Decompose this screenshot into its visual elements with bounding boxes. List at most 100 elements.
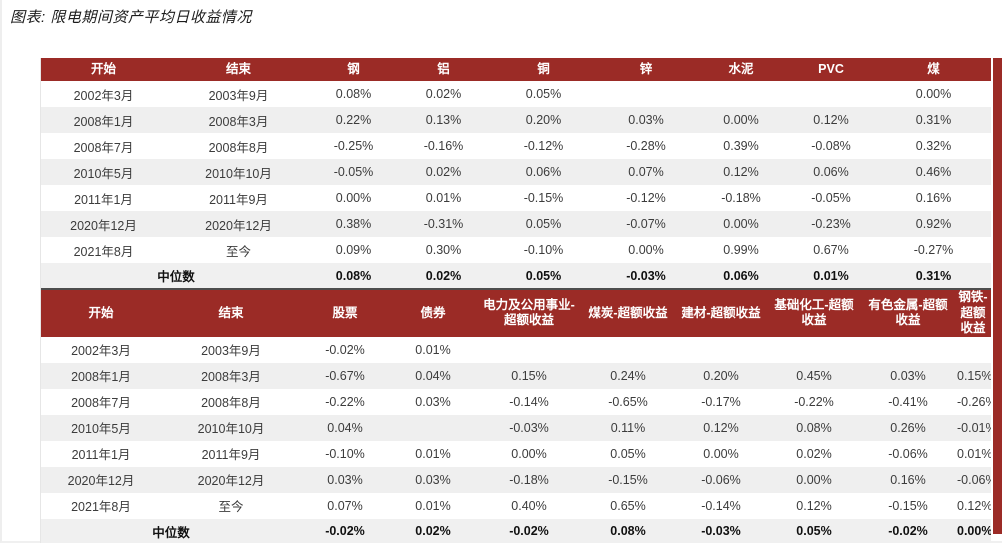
data-cell: 0.04% bbox=[327, 420, 363, 435]
data-cell: -0.02% bbox=[325, 342, 365, 357]
data-cell: 0.03% bbox=[415, 472, 451, 487]
data-cell: 2010年10月 bbox=[197, 422, 265, 437]
median-cell: -0.02% bbox=[509, 524, 549, 539]
data-cell: 2002年3月 bbox=[73, 88, 134, 103]
data-cell: 0.67% bbox=[813, 243, 849, 257]
median-cell: -0.02% bbox=[325, 524, 365, 539]
column-header: 有色金属-超额收益 bbox=[861, 290, 955, 337]
column-header: 债券 bbox=[389, 290, 477, 337]
data-cell: 2008年8月 bbox=[208, 140, 269, 155]
table-row: 2011年1月 2011年9月 0.00% 0.01% -0.15% -0.12% -0.1… bbox=[41, 185, 991, 211]
data-cell: -0.12% bbox=[626, 191, 666, 205]
column-header: 开始 bbox=[41, 58, 166, 81]
data-cell: 0.07% bbox=[327, 498, 363, 513]
data-cell: -0.65% bbox=[608, 394, 648, 409]
data-cell bbox=[596, 81, 696, 107]
data-cell: -0.05% bbox=[811, 191, 851, 205]
financial-returns-table: 开始 结束 股票 债券 电力及公用事业-超额收益 煤炭-超额收益 建材-超额收益 基础化工-超… bbox=[41, 290, 991, 543]
data-cell: 0.09% bbox=[335, 243, 372, 257]
data-cell: -0.26% bbox=[957, 394, 991, 409]
data-cell: 0.07% bbox=[628, 165, 664, 179]
data-cell: 2020年12月 bbox=[197, 474, 265, 489]
data-cell: 2011年1月 bbox=[71, 448, 131, 463]
data-cell: 0.00% bbox=[628, 243, 664, 257]
data-cell: 0.02% bbox=[425, 87, 462, 101]
median-cell: 0.02% bbox=[415, 524, 451, 539]
data-cell: 0.15% bbox=[511, 368, 547, 383]
data-cell: 2011年9月 bbox=[209, 192, 268, 207]
data-cell: 0.22% bbox=[335, 113, 372, 127]
data-cell: 0.00% bbox=[511, 446, 547, 461]
data-cell: 0.30% bbox=[425, 243, 462, 257]
data-cell: 2011年9月 bbox=[201, 448, 261, 463]
data-cell: -0.06% bbox=[701, 472, 741, 487]
column-header: 建材-超额收益 bbox=[675, 290, 767, 337]
data-cell bbox=[581, 337, 675, 363]
data-cell: -0.67% bbox=[325, 368, 365, 383]
data-cell: 2003年9月 bbox=[201, 344, 261, 359]
column-header: 开始 bbox=[41, 290, 161, 337]
table-row: 2010年5月 2010年10月 0.04% -0.03% 0.11% 0.12% 0.08… bbox=[41, 414, 991, 441]
data-cell: 0.03% bbox=[415, 394, 451, 409]
data-cell: 0.01% bbox=[957, 446, 991, 461]
table-row: 2008年1月 2008年3月 -0.67% 0.04% 0.15% 0.24% 0.20%… bbox=[41, 362, 991, 389]
data-cell: 0.05% bbox=[525, 217, 562, 231]
figure-title: 图表: 限电期间资产平均日收益情况 bbox=[10, 9, 252, 26]
median-cell: -0.02% bbox=[888, 524, 928, 539]
data-cell: 0.24% bbox=[610, 368, 646, 383]
column-header: 锌 bbox=[596, 58, 696, 81]
data-cell: 0.01% bbox=[425, 191, 462, 205]
data-cell: 0.06% bbox=[525, 165, 562, 179]
data-cell: -0.05% bbox=[333, 165, 374, 179]
data-cell: -0.15% bbox=[523, 191, 564, 205]
data-cell: 2010年10月 bbox=[205, 166, 272, 181]
data-cell: 0.02% bbox=[425, 165, 462, 179]
column-header: 铝 bbox=[396, 58, 491, 81]
median-cell: -0.03% bbox=[626, 268, 666, 283]
data-cell: 0.40% bbox=[511, 498, 547, 513]
data-cell: 2010年5月 bbox=[71, 422, 131, 437]
table-row: 2011年1月 2011年9月 -0.10% 0.01% 0.00% 0.05% 0.00%… bbox=[41, 440, 991, 467]
data-cell: -0.16% bbox=[423, 139, 464, 153]
data-cell: 0.12% bbox=[703, 420, 739, 435]
data-cell: -0.17% bbox=[701, 394, 741, 409]
data-cell: 0.39% bbox=[723, 139, 759, 153]
data-cell: 0.16% bbox=[915, 191, 952, 205]
median-cell: 0.02% bbox=[425, 268, 462, 283]
data-cell: 2003年9月 bbox=[208, 88, 269, 103]
column-header: 煤 bbox=[876, 58, 991, 81]
data-cell: -0.01% bbox=[957, 420, 991, 435]
data-cell: 0.65% bbox=[610, 498, 646, 513]
data-cell: 0.99% bbox=[723, 243, 759, 257]
data-cell: 至今 bbox=[218, 500, 244, 515]
data-cell: 2020年12月 bbox=[67, 474, 135, 489]
data-cell: 0.01% bbox=[415, 446, 451, 461]
data-cell: 0.02% bbox=[796, 446, 832, 461]
data-cell: 0.16% bbox=[890, 472, 926, 487]
data-cell: 0.12% bbox=[957, 498, 991, 513]
data-cell: 2011年1月 bbox=[74, 192, 133, 207]
data-cell: 2008年8月 bbox=[201, 396, 261, 411]
data-cell: 0.03% bbox=[628, 113, 664, 127]
data-cell: -0.12% bbox=[523, 139, 564, 153]
median-row: 中位数 -0.02% 0.02% -0.02% 0.08% -0.03% 0.05% -0.0… bbox=[41, 518, 991, 543]
data-cell: 0.31% bbox=[915, 113, 952, 127]
data-cell: 0.00% bbox=[723, 113, 759, 127]
tables-container: 开始 结束钢铝铜锌水泥 PVC 煤 2002年3月 2003年9月 0.08% 0.02% 0.… bbox=[40, 58, 991, 543]
data-cell: 0.20% bbox=[703, 368, 739, 383]
median-cell: 0.06% bbox=[723, 268, 759, 283]
table-row: 2020年12月 2020年12月 0.03% 0.03% -0.18% -0.15% -0… bbox=[41, 466, 991, 493]
data-cell bbox=[861, 337, 955, 363]
data-cell: -0.23% bbox=[811, 217, 851, 231]
data-cell: -0.10% bbox=[523, 243, 564, 257]
table-row: 2008年7月 2008年8月 -0.25% -0.16% -0.12% -0.28% 0.… bbox=[41, 133, 991, 159]
median-row: 中位数 0.08% 0.02% 0.05% -0.03% 0.06% 0.01% 0.31% bbox=[41, 263, 991, 289]
data-cell bbox=[675, 337, 767, 363]
data-cell: 0.06% bbox=[813, 165, 849, 179]
data-cell: 2002年3月 bbox=[71, 344, 131, 359]
data-cell: -0.41% bbox=[888, 394, 928, 409]
data-cell bbox=[786, 81, 876, 107]
median-cell: 0.01% bbox=[813, 268, 849, 283]
commodity-returns-table: 开始 结束钢铝铜锌水泥 PVC 煤 2002年3月 2003年9月 0.08% 0.02% 0.… bbox=[41, 58, 991, 290]
median-cell: 0.31% bbox=[915, 268, 952, 283]
